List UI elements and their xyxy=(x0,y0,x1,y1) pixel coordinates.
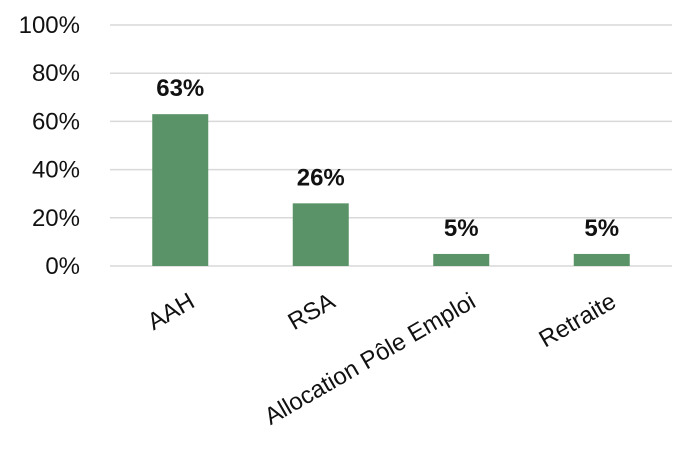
y-tick-label: 40% xyxy=(32,157,80,184)
y-tick-label: 80% xyxy=(32,60,80,87)
y-tick-label: 60% xyxy=(32,108,80,135)
y-tick-label: 100% xyxy=(19,12,80,39)
bars xyxy=(152,114,630,266)
y-tick-label: 0% xyxy=(45,253,80,280)
bar-retraite xyxy=(573,253,630,266)
bar-rsa xyxy=(292,203,349,266)
data-label: 63% xyxy=(156,75,204,102)
bar-allocation-p-le-emploi xyxy=(433,253,490,266)
data-label: 5% xyxy=(584,215,619,242)
category-label: RSA xyxy=(284,288,340,336)
y-axis-ticks: 0% 20% 40% 60% 80% 100% xyxy=(19,12,80,280)
y-tick-label: 20% xyxy=(32,205,80,232)
data-label: 26% xyxy=(297,164,345,191)
category-label: AAH xyxy=(143,288,199,336)
data-labels: 63% 26% 5% 5% xyxy=(156,75,619,242)
category-label: Retraite xyxy=(534,288,620,353)
data-label: 5% xyxy=(444,215,479,242)
bar-aah xyxy=(152,114,209,266)
